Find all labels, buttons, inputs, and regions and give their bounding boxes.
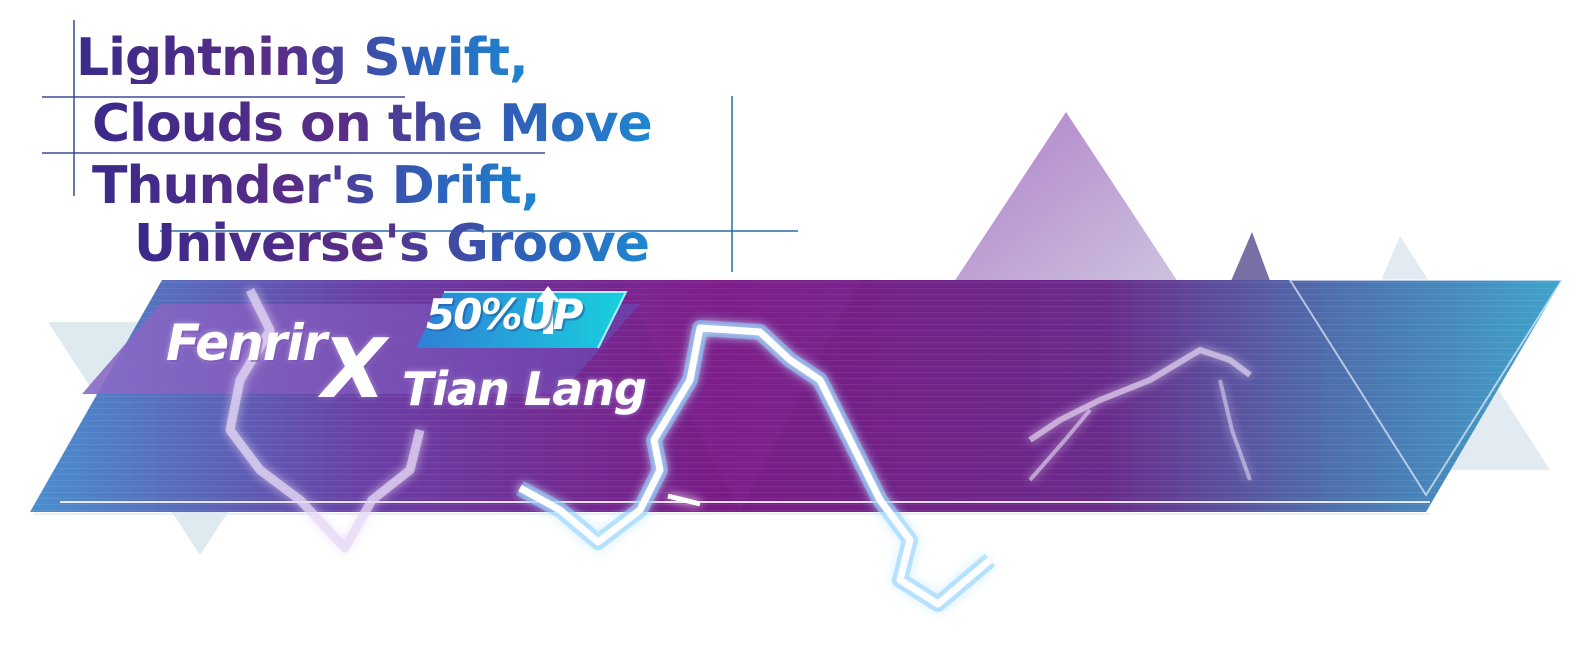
decorative-guide-lines (42, 20, 798, 272)
lightning-bolt-icon (225, 287, 1252, 612)
slogan-line-4: Universe's Groove (134, 214, 650, 274)
slogan-line-1: Lightning Swift, (76, 28, 529, 88)
rate-up-badge (416, 291, 628, 349)
slogan-line-3: Thunder's Drift, (92, 156, 541, 216)
slogan-line-2: Clouds on the Move (92, 94, 653, 154)
character-name-left: Fenrir (166, 314, 327, 372)
rate-up-label: 50%UP (426, 290, 583, 339)
character-name-right: Tian Lang (402, 362, 647, 416)
up-arrow-icon (536, 286, 560, 334)
